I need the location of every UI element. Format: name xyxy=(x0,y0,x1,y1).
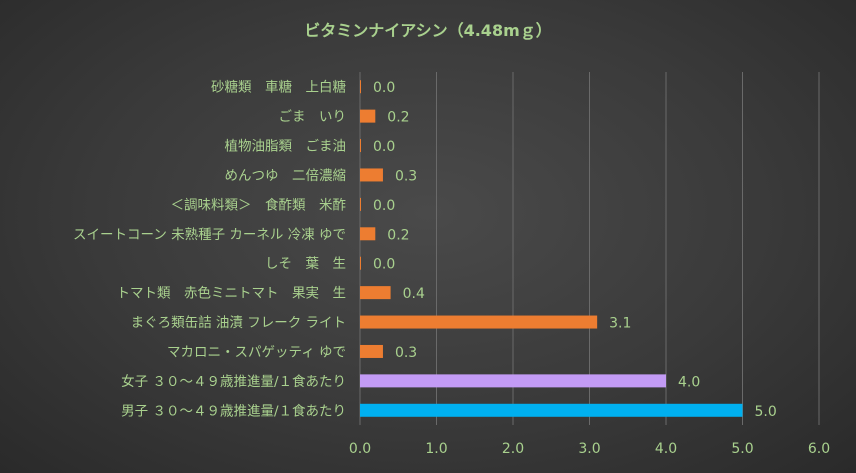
data-label: 0.0 xyxy=(373,139,395,155)
category-label: 植物油脂類 ごま油 xyxy=(225,139,347,155)
data-label: 0.3 xyxy=(395,345,417,361)
bar xyxy=(360,80,361,94)
data-label: 0.2 xyxy=(387,227,409,243)
category-label: めんつゆ 二倍濃縮 xyxy=(225,168,347,184)
data-label: 0.0 xyxy=(373,80,395,96)
data-label: 0.3 xyxy=(395,168,417,184)
bar xyxy=(360,315,598,329)
gridlines xyxy=(359,72,820,425)
data-label: 0.0 xyxy=(373,198,395,214)
category-label: トマト類 赤色ミニトマト 果実 生 xyxy=(117,285,347,302)
data-label: 5.0 xyxy=(755,404,777,420)
x-tick-label: 5.0 xyxy=(731,441,753,457)
category-label: しそ 葉 生 xyxy=(265,256,346,272)
x-tick-labels: 0.0 1.0 2.0 3.0 4.0 5.0 6.0 xyxy=(349,441,830,457)
bar xyxy=(360,139,361,153)
value-labels: 0.00.20.00.30.00.20.00.43.10.34.05.0 xyxy=(373,80,777,420)
x-tick-label: 6.0 xyxy=(808,441,830,457)
data-label: 0.0 xyxy=(373,257,395,273)
bar xyxy=(360,197,361,211)
bar xyxy=(360,109,376,123)
bar xyxy=(360,374,666,388)
bar xyxy=(360,403,743,417)
category-label: スイートコーン 未熟種子 カーネル 冷凍 ゆで xyxy=(73,227,346,243)
bar xyxy=(360,168,383,182)
category-label: 砂糖類 車糖 上白糖 xyxy=(211,80,346,96)
bars xyxy=(360,80,743,417)
category-label: 男子 ３０～４９歳推進量/１食あたり xyxy=(121,402,346,419)
category-label: 女子 ３０～４９歳推進量/１食あたり xyxy=(121,373,346,390)
category-label: マカロニ・スパゲッティ ゆで xyxy=(167,344,346,360)
x-tick-label: 4.0 xyxy=(655,441,677,457)
bar xyxy=(360,256,361,270)
chart-title: ビタミンナイアシン（4.48mｇ） xyxy=(304,21,552,41)
x-tick-label: 1.0 xyxy=(425,441,447,457)
x-tick-label: 0.0 xyxy=(349,441,371,457)
x-tick-label: 2.0 xyxy=(502,441,524,457)
data-label: 4.0 xyxy=(678,374,700,390)
category-label: ＜調味料類＞ 食酢類 米酢 xyxy=(171,196,347,213)
x-tick-label: 3.0 xyxy=(578,441,600,457)
data-label: 0.4 xyxy=(403,286,425,302)
bar xyxy=(360,286,391,300)
bar xyxy=(360,344,383,358)
data-label: 3.1 xyxy=(609,316,631,332)
bar xyxy=(360,227,376,241)
data-label: 0.2 xyxy=(387,110,409,126)
category-label: まぐろ類缶詰 油漬 フレーク ライト xyxy=(131,315,346,331)
category-label: ごま いり xyxy=(279,109,347,125)
